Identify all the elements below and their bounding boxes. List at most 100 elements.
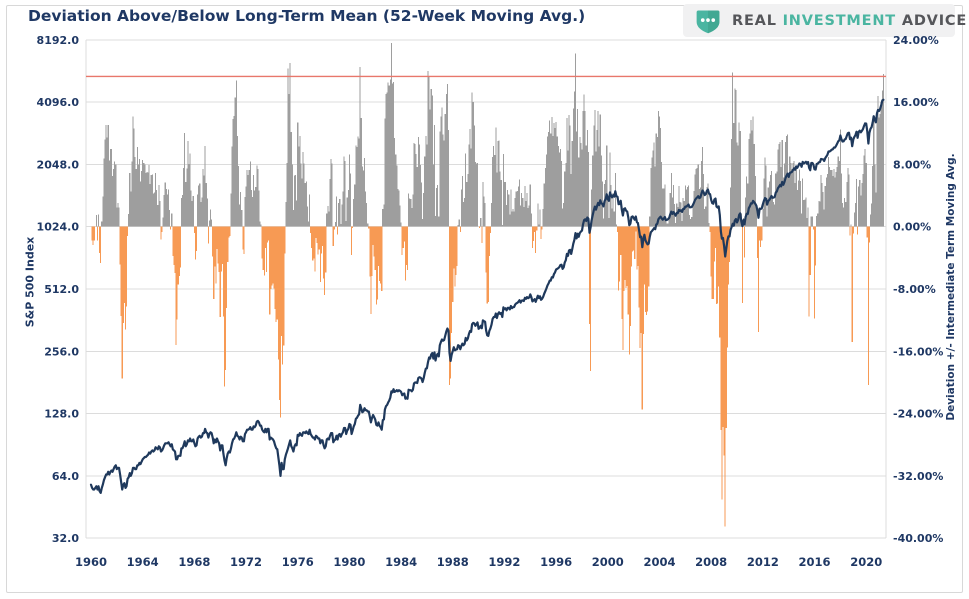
- deviation-bar: [359, 66, 361, 227]
- deviation-bar: [480, 218, 482, 227]
- deviation-bar: [97, 214, 100, 227]
- deviation-bar: [298, 146, 300, 227]
- deviation-bar: [599, 114, 601, 227]
- deviation-bar: [257, 168, 259, 227]
- deviation-bar: [732, 72, 734, 227]
- deviation-bar: [503, 182, 505, 227]
- deviation-bar: [803, 199, 805, 227]
- deviation-bar: [286, 163, 288, 227]
- deviation-bar: [139, 181, 142, 227]
- deviation-bar: [443, 140, 445, 227]
- deviation-bar: [264, 226, 266, 248]
- deviation-bar: [287, 68, 289, 227]
- deviation-bar: [626, 226, 628, 286]
- deviation-bar: [862, 174, 864, 227]
- deviation-bar: [389, 79, 391, 227]
- deviation-bar: [810, 216, 812, 227]
- deviation-bar: [796, 190, 798, 227]
- deviation-bar: [321, 226, 324, 247]
- deviation-bar: [406, 226, 409, 271]
- deviation-bar: [691, 217, 693, 227]
- deviation-bar: [124, 226, 126, 330]
- deviation-bar: [679, 202, 681, 227]
- deviation-bar: [813, 226, 816, 319]
- right-axis-tick: -8.00%: [893, 283, 936, 296]
- deviation-bar: [412, 194, 414, 227]
- deviation-bar: [448, 226, 451, 385]
- deviation-bar: [804, 199, 806, 227]
- deviation-bar: [246, 170, 248, 227]
- left-axis-tick: 4096.0: [37, 96, 80, 109]
- deviation-bar: [641, 226, 643, 410]
- deviation-bar: [747, 183, 749, 227]
- deviation-bar: [157, 204, 159, 227]
- deviation-bar: [303, 163, 305, 227]
- deviation-bar: [418, 144, 420, 227]
- deviation-bar: [565, 163, 567, 227]
- deviation-bar: [399, 205, 401, 227]
- deviation-bar: [105, 125, 107, 227]
- deviation-bar: [249, 161, 251, 227]
- deviation-bar: [241, 209, 243, 227]
- deviation-bar: [441, 107, 443, 227]
- x-axis-tick: 1960: [75, 555, 107, 569]
- deviation-bar: [560, 161, 563, 227]
- deviation-bar: [835, 172, 837, 227]
- deviation-bar: [347, 190, 349, 227]
- deviation-bar: [625, 226, 627, 289]
- deviation-bar: [248, 169, 250, 227]
- deviation-bar: [110, 149, 113, 227]
- deviation-bar: [661, 161, 663, 227]
- deviation-bar: [495, 127, 497, 227]
- deviation-bar: [638, 226, 640, 308]
- deviation-bar: [239, 204, 241, 227]
- deviation-bar: [874, 164, 876, 227]
- deviation-bar: [817, 213, 819, 227]
- deviation-bar: [231, 146, 233, 227]
- deviation-bar: [636, 226, 638, 270]
- deviation-bar: [225, 226, 227, 371]
- deviation-bar: [707, 183, 709, 227]
- deviation-bar: [623, 226, 625, 292]
- deviation-bar: [570, 174, 572, 227]
- deviation-bar: [616, 226, 619, 232]
- deviation-bar: [315, 226, 317, 239]
- deviation-bar: [727, 226, 729, 285]
- deviation-bar: [268, 226, 270, 241]
- deviation-bar: [203, 175, 205, 227]
- deviation-bar: [205, 183, 207, 227]
- deviation-bar: [405, 226, 408, 266]
- x-axis-tick: 2000: [592, 555, 624, 569]
- deviation-bar: [792, 162, 794, 227]
- deviation-bar: [138, 159, 140, 227]
- deviation-bar: [808, 226, 810, 317]
- deviation-bar: [543, 183, 545, 227]
- deviation-bar: [868, 226, 870, 243]
- deviation-bar: [425, 136, 427, 227]
- deviation-bar: [387, 82, 389, 227]
- x-axis-tick: 1984: [385, 555, 417, 569]
- deviation-bar: [597, 111, 599, 227]
- deviation-bar: [806, 217, 808, 227]
- deviation-bar: [108, 160, 110, 227]
- deviation-bar: [402, 226, 404, 248]
- deviation-bar: [282, 226, 284, 365]
- deviation-bar: [92, 226, 94, 246]
- deviation-bar: [104, 139, 106, 227]
- deviation-bar: [285, 201, 287, 227]
- deviation-bar: [325, 226, 327, 273]
- deviation-bar: [260, 224, 262, 227]
- deviation-bar: [731, 139, 733, 227]
- deviation-bar: [681, 221, 683, 227]
- deviation-bar: [275, 226, 277, 323]
- deviation-bar: [162, 217, 164, 227]
- deviation-bar: [337, 226, 339, 235]
- deviation-bar: [750, 119, 752, 227]
- deviation-bar: [259, 221, 261, 227]
- deviation-bar: [148, 165, 150, 227]
- deviation-bar: [120, 226, 122, 316]
- left-axis-tick: 64.0: [52, 470, 79, 483]
- x-axis-tick: 1976: [282, 555, 314, 569]
- deviation-bar: [860, 195, 862, 227]
- left-axis-tick: 2048.0: [37, 158, 80, 171]
